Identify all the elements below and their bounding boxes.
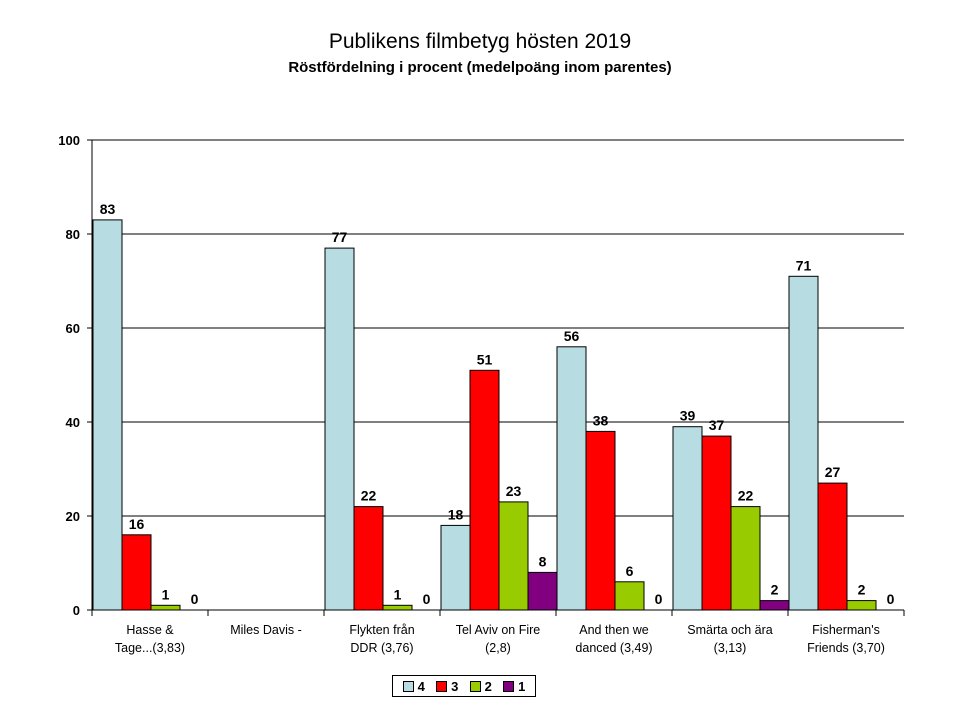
legend-label: 3: [451, 678, 459, 694]
data-label: 2: [858, 582, 866, 598]
bar-series-2: [846, 600, 877, 611]
data-label: 38: [593, 412, 609, 428]
legend-swatch: [503, 680, 515, 692]
bar-series-2: [498, 501, 529, 611]
data-label: 22: [361, 488, 377, 504]
data-label: 27: [825, 464, 841, 480]
bar-series-4: [440, 524, 471, 611]
data-label: 39: [680, 408, 696, 424]
x-tick-label: And then we danced (3,49): [575, 623, 652, 655]
x-tick-label: Hasse & Tage...(3,83): [115, 623, 185, 655]
legend-swatch: [436, 680, 448, 692]
data-label: 0: [423, 591, 431, 607]
legend-swatch: [402, 680, 414, 692]
bar-series-2: [382, 604, 413, 611]
bar-series-3: [701, 435, 732, 611]
legend-label: 1: [518, 678, 526, 694]
bar-series-1: [527, 571, 558, 611]
data-label: 2: [771, 582, 779, 598]
data-label: 37: [709, 417, 725, 433]
y-tick-label: 40: [66, 415, 80, 430]
bar-series-1: [759, 600, 790, 611]
data-label: 6: [626, 563, 634, 579]
bar-series-4: [556, 346, 587, 611]
legend-label: 4: [417, 678, 425, 694]
legend-item: 1: [503, 679, 525, 694]
legend-item: 2: [469, 678, 492, 694]
data-label: 0: [655, 591, 663, 607]
bar-series-2: [730, 506, 761, 611]
bar-series-3: [585, 430, 616, 611]
data-label: 0: [191, 591, 199, 607]
data-label: 18: [448, 506, 464, 522]
data-label: 0: [887, 591, 895, 607]
data-label: 16: [129, 516, 145, 532]
bar-series-3: [469, 369, 500, 611]
data-label: 51: [477, 351, 493, 367]
data-label: 1: [162, 586, 170, 602]
bar-series-4: [92, 219, 123, 611]
x-tick-label: Tel Aviv on Fire (2,8): [456, 623, 541, 655]
data-label: 56: [564, 328, 580, 344]
bar-series-4: [324, 247, 355, 611]
bar-series-4: [672, 426, 703, 611]
bar-series-4: [788, 275, 819, 611]
y-tick-label: 20: [66, 509, 80, 524]
data-label: 22: [738, 488, 754, 504]
x-tick-label: Fisherman's Friends (3,70): [807, 623, 885, 655]
bar-series-2: [614, 581, 645, 611]
data-label: 83: [100, 201, 116, 217]
bar-series-2: [150, 604, 181, 611]
bar-series-3: [353, 506, 384, 611]
data-label: 1: [394, 586, 402, 602]
y-tick-label: 0: [73, 603, 80, 618]
y-tick-label: 80: [66, 227, 80, 242]
legend: 4 3 2 1: [392, 675, 536, 697]
chart-title: Publikens filmbetyg hösten 2019: [328, 30, 632, 53]
x-tick-label: Smärta och ära (3,13): [687, 623, 773, 655]
chart-subtitle: Röstfördelning i procent (medelpoäng ino…: [288, 59, 672, 76]
data-label: 77: [332, 229, 348, 245]
legend-item: 4: [402, 678, 425, 694]
data-label: 23: [506, 483, 522, 499]
bar-series-3: [817, 482, 848, 611]
x-tick-label: Miles Davis -: [230, 623, 302, 637]
legend-label: 2: [484, 678, 492, 694]
x-tick-label: Flykten från DDR (3,76): [349, 623, 414, 655]
data-label: 8: [539, 553, 547, 569]
legend-swatch: [469, 680, 481, 692]
bar-series-3: [121, 534, 152, 611]
legend-item: 3: [436, 679, 458, 694]
data-label: 71: [796, 257, 812, 273]
y-tick-label: 60: [66, 321, 80, 336]
y-tick-label: 100: [58, 133, 80, 148]
